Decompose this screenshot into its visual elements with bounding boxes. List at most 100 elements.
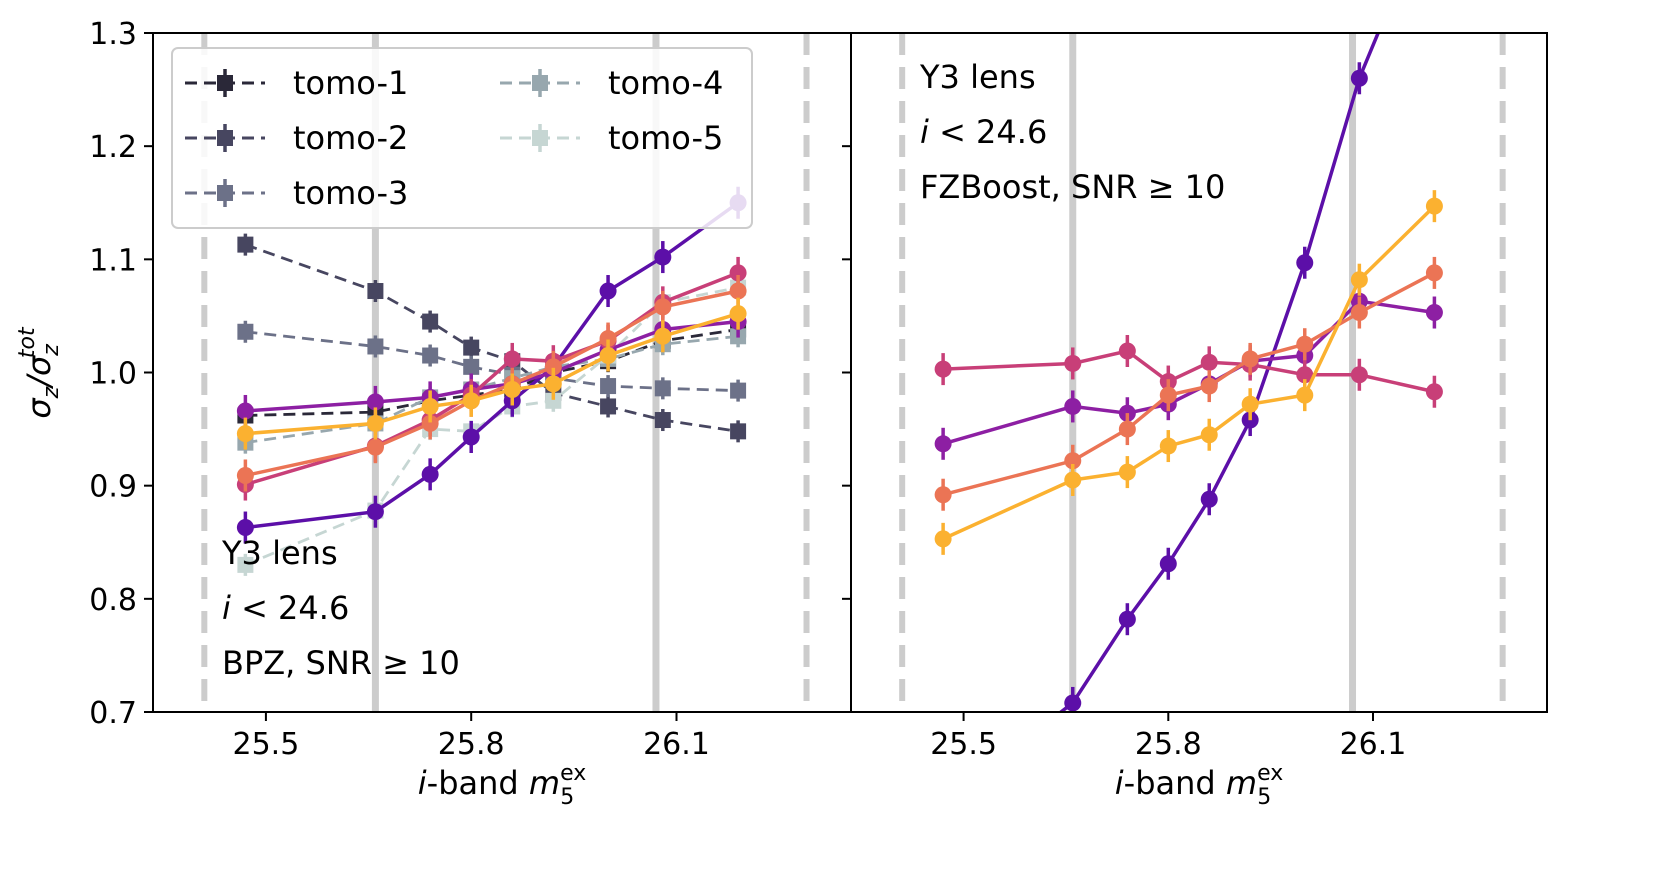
right-series-1-point-0 xyxy=(934,435,952,453)
left-series-4-point-5 xyxy=(545,392,562,409)
left-series-9-point-1 xyxy=(366,414,384,432)
right-series-4-point-7 xyxy=(1350,271,1368,289)
legend-entry-2-marker xyxy=(217,130,233,146)
left-annotation-line-2: BPZ, SNR ≥ 10 xyxy=(222,644,460,682)
left-ytick-label-0: 0.7 xyxy=(89,696,137,731)
right-series-4-point-5 xyxy=(1241,395,1259,413)
legend-entry-5-marker xyxy=(532,130,548,146)
right-series-0-point-4 xyxy=(1200,490,1218,508)
legend: tomo-1 tomo-2 tomo-3 tomo-4 tomo-5 xyxy=(171,47,753,229)
left-series-5-point-2 xyxy=(421,465,439,483)
right-xtick-label-2: 26.1 xyxy=(1340,727,1407,762)
legend-entry-4-label: tomo-4 xyxy=(608,64,723,102)
right-series-4-point-2 xyxy=(1118,463,1136,481)
right-series-4-point-8 xyxy=(1425,197,1443,215)
y-axis-label: σz/σztot xyxy=(15,326,64,419)
left-series-6-point-0 xyxy=(236,402,254,420)
left-series-5-point-1 xyxy=(366,503,384,521)
right-series-4-point-6 xyxy=(1296,386,1314,404)
left-series-5-point-7 xyxy=(654,248,672,266)
left-series-1-point-2 xyxy=(422,313,439,330)
legend-entry-5-label: tomo-5 xyxy=(608,119,723,157)
right-annotation-line-2: FZBoost, SNR ≥ 10 xyxy=(920,168,1225,206)
left-series-8-point-1 xyxy=(366,438,384,456)
legend-entry-4: tomo-4 xyxy=(500,64,723,102)
right-series-3-point-5 xyxy=(1241,350,1259,368)
right-annotation-line-0: Y3 lens xyxy=(919,58,1036,96)
left-series-8-point-2 xyxy=(421,414,439,432)
right-series-4-point-1 xyxy=(1064,471,1082,489)
right-series-3 xyxy=(934,256,1443,511)
left-series-8-point-6 xyxy=(599,330,617,348)
right-series-0 xyxy=(1058,33,1381,712)
left-series-1-point-0 xyxy=(237,236,254,253)
left-xtick-label-1: 25.8 xyxy=(438,727,505,762)
right-series-3-point-7 xyxy=(1350,304,1368,322)
left-series-8-point-5 xyxy=(544,358,562,376)
left-series-9-point-3 xyxy=(462,392,480,410)
legend-frame xyxy=(171,47,753,229)
left-series-1-point-7 xyxy=(654,412,671,429)
legend-entry-4-marker xyxy=(532,75,548,91)
right-series-0-point-7 xyxy=(1350,69,1368,87)
right-series-3-point-6 xyxy=(1296,335,1314,353)
right-series-3-point-2 xyxy=(1118,420,1136,438)
legend-entry-5: tomo-5 xyxy=(500,119,723,157)
right-series-0-point-2 xyxy=(1118,610,1136,628)
right-series-2-point-2 xyxy=(1118,342,1136,360)
left-series-2-point-6 xyxy=(600,378,617,395)
legend-entry-1-label: tomo-1 xyxy=(293,64,408,102)
right-annotation-line-1: i < 24.6 xyxy=(920,113,1047,151)
left-series-2-point-0 xyxy=(237,323,254,340)
left-series-4-point-0 xyxy=(237,556,254,573)
left-series-9-point-4 xyxy=(503,380,521,398)
legend-entry-1: tomo-1 xyxy=(185,64,408,102)
right-series-3-point-0 xyxy=(934,486,952,504)
left-series-9-point-7 xyxy=(654,327,672,345)
right-xtick-label-1: 25.8 xyxy=(1135,727,1202,762)
right-series-4-point-4 xyxy=(1200,426,1218,444)
legend-entry-3-marker xyxy=(217,185,233,201)
left-series-5 xyxy=(236,186,747,544)
left-ytick-label-2: 0.9 xyxy=(89,470,137,505)
left-series-2-point-8 xyxy=(730,382,747,399)
left-ytick-label-3: 1.0 xyxy=(89,357,137,392)
left-xtick-label-0: 25.5 xyxy=(233,727,300,762)
left-series-2-point-1 xyxy=(367,338,384,355)
left-ytick-label-6: 1.3 xyxy=(89,17,137,52)
left-series-7-point-4 xyxy=(503,350,521,368)
left-series-5-point-3 xyxy=(462,428,480,446)
right-series-1-point-8 xyxy=(1425,304,1443,322)
left-series-8-point-0 xyxy=(236,466,254,484)
left-xtick-label-2: 26.1 xyxy=(643,727,710,762)
right-series-3-point-3 xyxy=(1159,386,1177,404)
legend-entry-3-label: tomo-3 xyxy=(293,174,408,212)
left-series-1-point-8 xyxy=(730,423,747,440)
right-series-2-point-6 xyxy=(1296,366,1314,384)
left-ytick-label-5: 1.2 xyxy=(89,130,137,165)
y-axis-label-text: σz/σztot xyxy=(15,326,64,419)
left-series-1-point-6 xyxy=(600,398,617,415)
left-series-2-point-7 xyxy=(654,380,671,397)
right-series-2-point-8 xyxy=(1425,383,1443,401)
left-series-9-point-0 xyxy=(236,425,254,443)
legend-entry-1-marker xyxy=(217,75,233,91)
right-series-0-point-1 xyxy=(1064,694,1082,712)
left-series-5-point-0 xyxy=(236,519,254,537)
right-series-3-point-8 xyxy=(1425,264,1443,282)
left-series-2-point-3 xyxy=(463,358,480,375)
right-series-0-point-3 xyxy=(1159,555,1177,573)
left-series-9-point-8 xyxy=(729,305,747,323)
right-plot-area xyxy=(899,33,1506,712)
left-series-9-point-6 xyxy=(599,347,617,365)
left-series-8-point-8 xyxy=(729,282,747,300)
right-panel: 25.5 25.8 26.1 i-band mex 5 Y3 lens i < 24.6 FZ… xyxy=(842,32,1548,810)
legend-entry-2: tomo-2 xyxy=(185,119,408,157)
left-series-9-point-5 xyxy=(544,375,562,393)
left-series-7-point-8 xyxy=(729,264,747,282)
legend-entry-3: tomo-3 xyxy=(185,174,408,212)
right-xtick-label-0: 25.5 xyxy=(930,727,997,762)
left-series-2-point-2 xyxy=(422,347,439,364)
left-ytick-label-1: 0.8 xyxy=(89,583,137,618)
